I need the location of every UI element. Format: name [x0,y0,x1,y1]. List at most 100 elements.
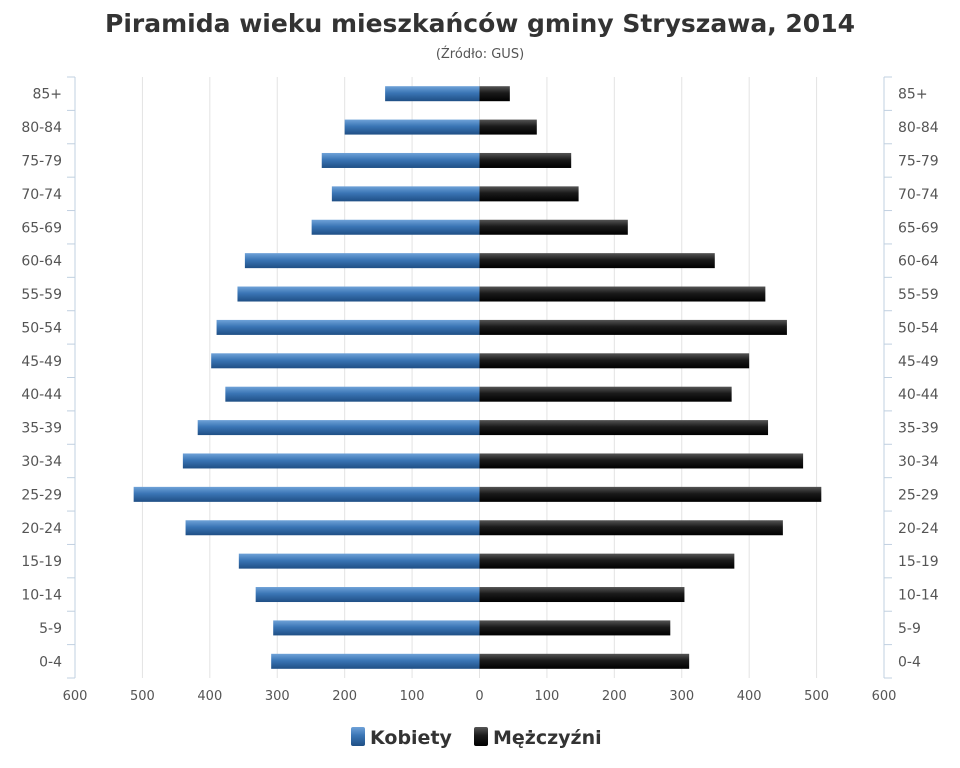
bar-mezczyzni-40-44[interactable] [479,386,732,402]
legend-label-kobiety: Kobiety [370,727,453,749]
category-label-left: 35-39 [21,421,62,437]
x-tick-label: 200 [332,689,357,704]
category-label-left: 40-44 [21,387,62,403]
x-tick-label: 0 [475,689,483,704]
category-label-right: 70-74 [898,187,939,203]
bar-kobiety-35-39[interactable] [197,420,480,436]
x-tick-label: 400 [737,689,762,704]
bar-kobiety-75-79[interactable] [321,152,480,168]
bars [133,86,822,669]
x-tick-label: 500 [804,689,829,704]
category-label-left: 30-34 [21,454,62,470]
category-label-left: 0-4 [39,654,62,670]
axes [67,76,892,679]
bar-kobiety-80-84[interactable] [344,119,480,135]
category-label-right: 45-49 [898,354,939,370]
legend-label-mezczyzni: Mężczyźni [493,727,602,749]
category-label-right: 30-34 [898,454,939,470]
category-label-right: 10-14 [898,588,939,604]
bar-mezczyzni-10-14[interactable] [479,587,685,603]
x-tick-label: 600 [872,689,897,704]
x-tick-labels: 600 500 400 300 200 100 0 100 200 300 400 500 600 [63,689,897,704]
legend-item-mezczyzni[interactable]: Mężczyźni [474,727,602,749]
chart-title: Piramida wieku mieszkańców gminy Strysza… [105,9,855,38]
category-label-right: 60-64 [898,254,939,270]
category-label-left: 10-14 [21,588,62,604]
bar-kobiety-30-34[interactable] [182,453,480,469]
x-tick-label: 200 [602,689,627,704]
bar-kobiety-15-19[interactable] [238,553,480,569]
bar-mezczyzni-15-19[interactable] [479,553,735,569]
chart-subtitle: (Źródło: GUS) [436,46,524,62]
x-tick-label: 100 [400,689,425,704]
category-label-right: 15-19 [898,554,939,570]
bar-mezczyzni-60-64[interactable] [479,253,715,269]
category-label-right: 75-79 [898,153,939,169]
bar-kobiety-10-14[interactable] [255,587,480,603]
legend-swatch-mezczyzni [474,727,488,746]
category-label-left: 50-54 [21,320,62,336]
bar-mezczyzni-70-74[interactable] [479,186,579,202]
bar-kobiety-70-74[interactable] [331,186,480,202]
category-label-right: 5-9 [898,621,921,637]
bar-mezczyzni-30-34[interactable] [479,453,804,469]
category-label-right: 50-54 [898,320,939,336]
category-label-right: 0-4 [898,654,921,670]
legend: Kobiety Mężczyźni [351,727,602,749]
category-label-right: 80-84 [898,120,939,136]
x-tick-label: 500 [130,689,155,704]
bar-kobiety-5-9[interactable] [273,620,480,636]
bar-kobiety-45-49[interactable] [211,353,480,369]
bar-mezczyzni-0-4[interactable] [479,653,690,669]
category-label-left: 75-79 [21,153,62,169]
bar-kobiety-60-64[interactable] [244,253,480,269]
category-label-left: 65-69 [21,220,62,236]
category-label-right: 85+ [898,87,928,103]
category-label-left: 15-19 [21,554,62,570]
x-tick-label: 300 [265,689,290,704]
bar-kobiety-40-44[interactable] [225,386,480,402]
legend-swatch-kobiety [351,727,365,746]
category-label-right: 55-59 [898,287,939,303]
bar-mezczyzni-25-29[interactable] [479,486,822,502]
category-labels: 85+ 85+ 80-84 80-84 75-79 75-79 70-74 70-74 65-6… [21,87,938,671]
category-label-left: 25-29 [21,487,62,503]
bar-kobiety-55-59[interactable] [237,286,480,302]
category-label-left: 85+ [32,87,62,103]
x-tick-label: 100 [535,689,560,704]
x-tick-label: 300 [669,689,694,704]
grid-lines [141,77,818,678]
category-label-right: 20-24 [898,521,939,537]
bar-mezczyzni-55-59[interactable] [479,286,766,302]
bar-mezczyzni-75-79[interactable] [479,152,572,168]
category-label-left: 80-84 [21,120,62,136]
category-label-right: 65-69 [898,220,939,236]
bar-kobiety-65-69[interactable] [311,219,480,235]
category-label-left: 60-64 [21,254,62,270]
category-label-left: 20-24 [21,521,62,537]
bar-kobiety-85+[interactable] [385,86,480,102]
bar-mezczyzni-80-84[interactable] [479,119,537,135]
category-label-left: 55-59 [21,287,62,303]
bar-mezczyzni-20-24[interactable] [479,520,783,536]
category-label-left: 45-49 [21,354,62,370]
bar-kobiety-20-24[interactable] [185,520,480,536]
category-label-right: 35-39 [898,421,939,437]
legend-item-kobiety[interactable]: Kobiety [351,727,453,749]
bar-mezczyzni-35-39[interactable] [479,420,769,436]
category-label-left: 5-9 [39,621,62,637]
x-tick-label: 400 [197,689,222,704]
bar-mezczyzni-65-69[interactable] [479,219,628,235]
bar-mezczyzni-5-9[interactable] [479,620,671,636]
bar-mezczyzni-45-49[interactable] [479,353,750,369]
category-label-right: 25-29 [898,487,939,503]
bar-mezczyzni-50-54[interactable] [479,319,787,335]
bar-kobiety-0-4[interactable] [271,653,480,669]
category-label-left: 70-74 [21,187,62,203]
bar-mezczyzni-85+[interactable] [479,86,510,102]
x-tick-label: 600 [63,689,88,704]
bar-kobiety-50-54[interactable] [216,319,480,335]
category-label-right: 40-44 [898,387,939,403]
bar-kobiety-25-29[interactable] [133,486,480,502]
